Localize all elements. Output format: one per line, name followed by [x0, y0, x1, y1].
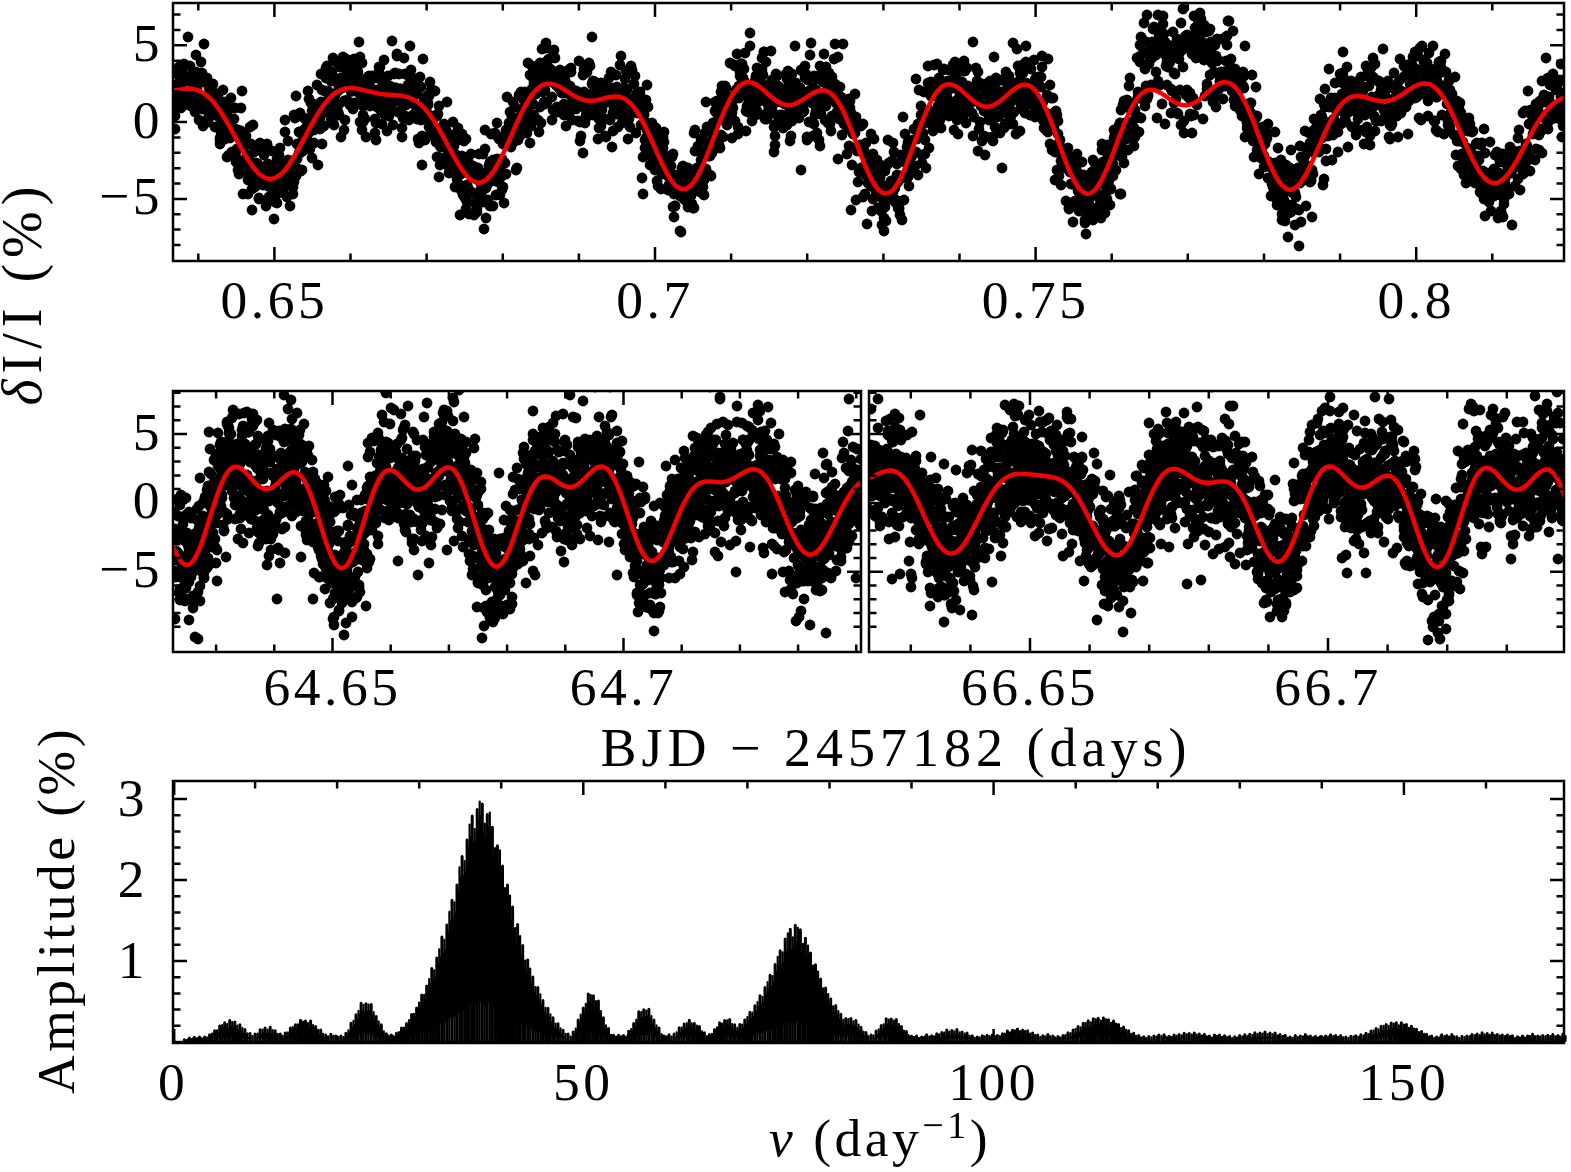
svg-text:0: 0 [133, 90, 163, 150]
svg-text:0: 0 [133, 470, 163, 530]
svg-text:BJD − 2457182 (days): BJD − 2457182 (days) [601, 718, 1192, 778]
svg-text:0.8: 0.8 [1378, 270, 1455, 330]
svg-text:0.65: 0.65 [221, 270, 329, 330]
svg-text:0.75: 0.75 [982, 270, 1090, 330]
svg-text:Amplitude (%): Amplitude (%) [26, 726, 86, 1094]
svg-text:150: 150 [1359, 1052, 1450, 1112]
svg-text:−5: −5 [99, 539, 163, 599]
svg-text:−5: −5 [99, 166, 163, 226]
svg-text:50: 50 [553, 1052, 614, 1112]
svg-text:5: 5 [133, 402, 163, 462]
svg-text:66.65: 66.65 [961, 657, 1099, 717]
svg-text:100: 100 [948, 1052, 1039, 1112]
svg-text:64.65: 64.65 [264, 657, 402, 717]
svg-text:66.7: 66.7 [1274, 657, 1382, 717]
svg-text:3: 3 [118, 768, 148, 828]
svg-text:64.7: 64.7 [570, 657, 678, 717]
svg-text:5: 5 [133, 13, 163, 73]
svg-text:1: 1 [118, 930, 148, 990]
svg-text:0.7: 0.7 [616, 270, 693, 330]
svg-text:2: 2 [118, 849, 148, 909]
svg-text:δI/I (%): δI/I (%) [0, 181, 54, 406]
svg-text:0: 0 [158, 1052, 188, 1112]
